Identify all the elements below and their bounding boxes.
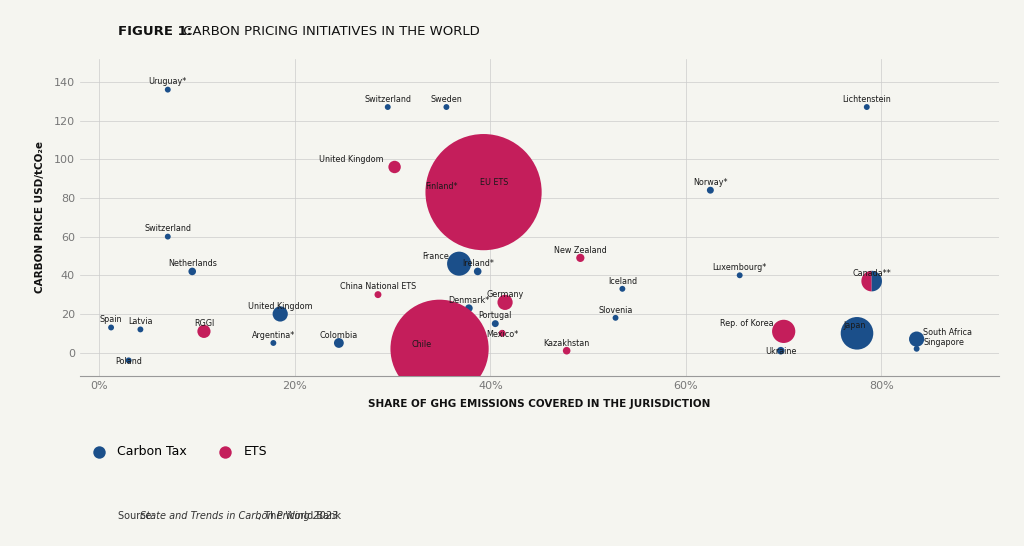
Point <box>772 346 788 355</box>
Point <box>614 284 631 293</box>
Text: Portugal: Portugal <box>478 311 512 321</box>
Point <box>849 329 865 337</box>
Text: Argentina*: Argentina* <box>252 331 295 340</box>
Text: Chile: Chile <box>411 340 431 349</box>
Text: Luxembourg*: Luxembourg* <box>713 263 767 272</box>
Point <box>475 188 492 197</box>
Text: Slovenia: Slovenia <box>598 306 633 314</box>
Text: United Kingdom: United Kingdom <box>319 155 384 164</box>
Text: Kazakhstan: Kazakhstan <box>544 339 590 348</box>
Point <box>494 329 510 337</box>
Text: Poland: Poland <box>116 357 142 366</box>
Text: Japan: Japan <box>843 321 865 330</box>
Point <box>558 346 574 355</box>
Text: Ukraine: Ukraine <box>765 347 797 356</box>
Text: Netherlands: Netherlands <box>168 259 217 268</box>
Text: Switzerland: Switzerland <box>144 224 191 234</box>
Point <box>858 103 874 111</box>
Text: Lichtenstein: Lichtenstein <box>843 95 891 104</box>
Point <box>370 290 386 299</box>
Text: Iceland: Iceland <box>608 277 637 286</box>
Y-axis label: CARBON PRICE USD/tCO₂e: CARBON PRICE USD/tCO₂e <box>36 141 45 293</box>
Text: Spain: Spain <box>99 316 122 324</box>
Point <box>132 325 148 334</box>
Point <box>102 323 119 332</box>
Text: Latvia: Latvia <box>128 317 153 327</box>
Point <box>431 345 447 353</box>
Point <box>863 277 880 286</box>
Text: Canada**: Canada** <box>852 269 891 278</box>
Point <box>487 319 504 328</box>
Point <box>380 103 396 111</box>
Text: CARBON PRICING INITIATIVES IN THE WORLD: CARBON PRICING INITIATIVES IN THE WORLD <box>179 25 480 38</box>
Point <box>863 277 880 286</box>
Text: New Zealand: New Zealand <box>554 246 606 254</box>
Point <box>331 339 347 347</box>
Text: Uruguay*: Uruguay* <box>148 78 187 86</box>
Point <box>702 186 719 194</box>
Legend: Carbon Tax, ETS: Carbon Tax, ETS <box>86 446 267 459</box>
Text: , The World Bank: , The World Bank <box>258 512 341 521</box>
Text: Colombia: Colombia <box>319 331 358 340</box>
Text: Norway*: Norway* <box>693 178 728 187</box>
Point <box>908 335 925 343</box>
Point <box>731 271 748 280</box>
Text: Finland*: Finland* <box>425 182 458 191</box>
Text: State and Trends in Carbon Pricing 2023: State and Trends in Carbon Pricing 2023 <box>140 512 338 521</box>
Point <box>184 267 201 276</box>
Point <box>196 327 212 336</box>
Point <box>438 103 455 111</box>
Point <box>160 232 176 241</box>
Point <box>607 313 624 322</box>
Point <box>265 339 282 347</box>
Point <box>908 345 925 353</box>
Text: France: France <box>422 252 449 260</box>
Text: Ireland*: Ireland* <box>462 259 494 268</box>
X-axis label: SHARE OF GHG EMISSIONS COVERED IN THE JURISDICTION: SHARE OF GHG EMISSIONS COVERED IN THE JU… <box>368 399 711 409</box>
Text: Mexico*: Mexico* <box>486 330 518 339</box>
Point <box>572 253 589 262</box>
Text: Denmark*: Denmark* <box>449 296 489 305</box>
Point <box>386 163 402 171</box>
Text: Source:: Source: <box>118 512 158 521</box>
Text: China National ETS: China National ETS <box>340 282 416 292</box>
Point <box>272 310 289 318</box>
Point <box>121 356 137 365</box>
Point <box>451 259 467 268</box>
Point <box>461 304 477 312</box>
Point <box>438 189 455 198</box>
Point <box>775 327 792 336</box>
Text: Sweden: Sweden <box>430 95 462 104</box>
Text: RGGI: RGGI <box>194 319 214 328</box>
Point <box>160 85 176 94</box>
Point <box>497 298 513 307</box>
Text: Singapore: Singapore <box>924 338 964 347</box>
Point <box>469 267 485 276</box>
Text: Germany: Germany <box>486 290 523 299</box>
Text: Rep. of Korea: Rep. of Korea <box>720 319 773 328</box>
Text: South Africa: South Africa <box>924 328 972 337</box>
Text: FIGURE 1:: FIGURE 1: <box>118 25 191 38</box>
Text: United Kingdom: United Kingdom <box>248 302 312 311</box>
Text: Switzerland: Switzerland <box>365 95 412 104</box>
Text: EU ETS: EU ETS <box>480 179 508 187</box>
